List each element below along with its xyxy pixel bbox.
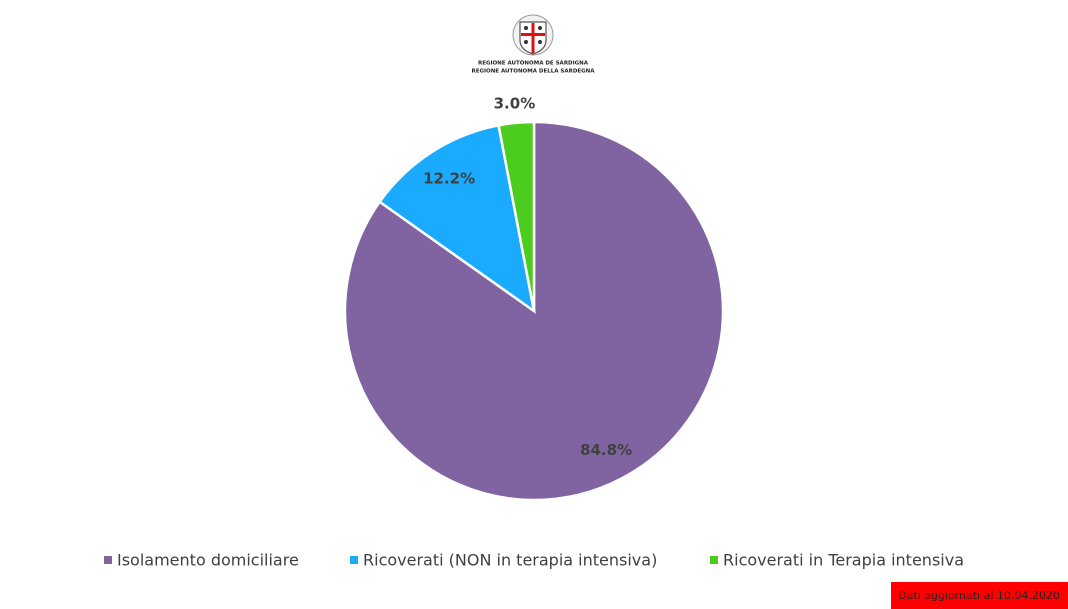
legend-label: Ricoverati (NON in terapia intensiva) [363,551,657,570]
data-label: 84.8% [580,441,632,459]
logo-moor [538,40,542,44]
logo-moor [524,40,528,44]
logo-cross [521,33,545,36]
legend-swatch [710,556,718,564]
data-label: 12.2% [423,170,475,188]
data-label: 3.0% [494,95,536,113]
note: Dati aggiornati al 10.04.2020 [898,589,1060,602]
note-badge [891,582,1068,609]
logo-text: REGIONE AUTÒNOMA DE SARDIGNA [478,60,589,67]
legend-label: Isolamento domiciliare [117,551,299,570]
legend-swatch [350,556,358,564]
legend-swatch [104,556,112,564]
logo [512,14,554,56]
logo-moor [524,26,528,30]
logo-cross [531,23,535,53]
logo-moor [538,26,542,30]
legend-label: Ricoverati in Terapia intensiva [723,551,964,570]
pie-slice [497,120,536,312]
logo-text: REGIONE AUTONOMA DELLA SARDEGNA [471,69,595,75]
pie-slice [377,123,536,314]
